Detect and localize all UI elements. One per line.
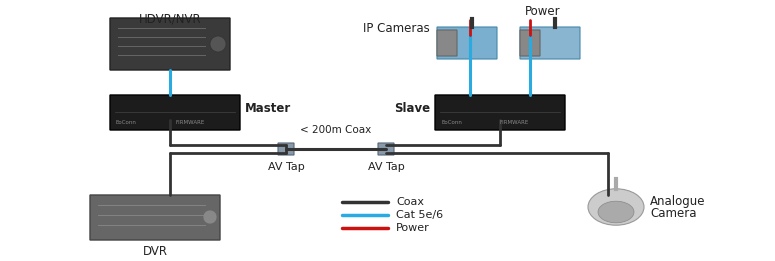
FancyBboxPatch shape — [437, 27, 497, 59]
Text: Master: Master — [245, 102, 291, 115]
Circle shape — [210, 36, 226, 52]
Text: < 200m Coax: < 200m Coax — [301, 125, 372, 135]
Text: IP Cameras: IP Cameras — [363, 21, 430, 34]
FancyBboxPatch shape — [90, 195, 220, 240]
Text: AV Tap: AV Tap — [267, 162, 305, 172]
Text: Power: Power — [525, 5, 561, 18]
Ellipse shape — [588, 189, 644, 225]
FancyBboxPatch shape — [435, 95, 565, 130]
FancyBboxPatch shape — [520, 27, 580, 59]
Text: Camera: Camera — [650, 207, 697, 220]
Text: Power: Power — [396, 223, 430, 233]
Text: Slave: Slave — [394, 102, 430, 115]
Text: FIRMWARE: FIRMWARE — [175, 120, 205, 125]
FancyBboxPatch shape — [520, 30, 540, 56]
Text: AV Tap: AV Tap — [367, 162, 405, 172]
FancyBboxPatch shape — [378, 143, 394, 155]
Text: Cat 5e/6: Cat 5e/6 — [396, 210, 443, 220]
Text: EoConn: EoConn — [116, 120, 137, 125]
Text: Analogue: Analogue — [650, 195, 705, 208]
Text: Coax: Coax — [396, 197, 424, 207]
FancyBboxPatch shape — [437, 30, 457, 56]
Text: HDVR/NVR: HDVR/NVR — [139, 12, 202, 25]
Circle shape — [203, 210, 217, 224]
FancyBboxPatch shape — [110, 18, 230, 70]
Ellipse shape — [598, 201, 634, 223]
Text: FIRMWARE: FIRMWARE — [500, 120, 529, 125]
Text: DVR: DVR — [143, 245, 167, 258]
FancyBboxPatch shape — [110, 95, 240, 130]
FancyBboxPatch shape — [278, 143, 294, 155]
Text: EoConn: EoConn — [441, 120, 462, 125]
